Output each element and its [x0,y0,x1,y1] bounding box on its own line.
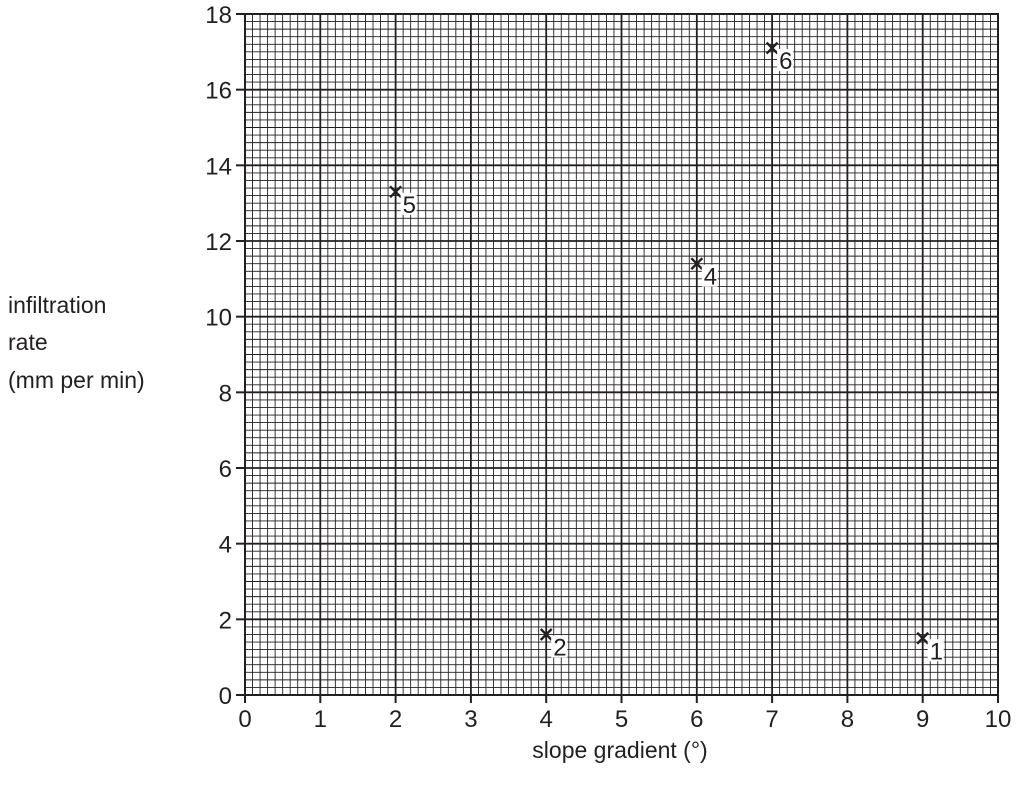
y-tick-label: 2 [219,607,232,634]
point-label: 6 [779,48,792,75]
point-label-bg [701,264,718,287]
x-tick-label: 9 [916,706,929,733]
x-tick-label: 1 [314,706,327,733]
point-label-bg [400,192,417,215]
data-point-5: 5 [389,185,417,219]
point-label: 5 [403,192,416,219]
point-label: 4 [704,264,717,291]
x-tick-label: 0 [238,706,251,733]
point-label: 2 [553,634,566,661]
x-tick-label: 3 [464,706,477,733]
data-point-1: 1 [916,631,944,665]
point-marker-stroke [539,628,553,641]
y-tick-label: 4 [219,532,232,559]
point-label-bg [777,49,794,72]
point-label: 1 [930,638,943,665]
point-marker-stroke [916,631,930,645]
point-marker-stroke [690,257,704,271]
y-tick-label: 16 [205,78,232,105]
x-tick-label: 4 [540,706,553,733]
point-label-bg [927,639,944,662]
x-tick-label: 2 [389,706,402,733]
y-tick-label: 14 [205,153,232,180]
data-point-2: 2 [539,628,568,661]
y-axis-title-line-1: infiltration [8,292,106,318]
data-point-6: 6 [765,41,794,75]
y-axis-title-line-3: (mm per min) [8,367,145,393]
x-axis-title: slope gradient (°) [532,737,707,763]
y-tick-label: 18 [205,2,232,29]
data-points: 1 2 4 5 6 [389,41,944,665]
point-marker-stroke [765,41,779,55]
y-axis-title-line-2: rate [8,329,48,355]
y-tick-label: 0 [219,683,232,710]
point-marker-stroke [389,185,402,199]
y-tick-label: 10 [205,305,232,332]
data-point-4: 4 [690,257,718,291]
x-tick-label: 7 [765,706,778,733]
x-axis-ticks: 0 1 2 3 4 5 6 7 8 9 10 [238,695,1011,733]
x-tick-label: 10 [985,706,1012,733]
x-tick-label: 6 [690,706,703,733]
y-tick-label: 6 [219,456,232,483]
x-tick-label: 5 [615,706,628,733]
y-tick-label: 8 [219,380,232,407]
y-tick-label: 12 [205,229,232,256]
point-label-bg [551,635,568,658]
x-tick-label: 8 [841,706,854,733]
y-axis-ticks: 0 2 4 6 8 10 12 14 16 18 [205,2,245,710]
